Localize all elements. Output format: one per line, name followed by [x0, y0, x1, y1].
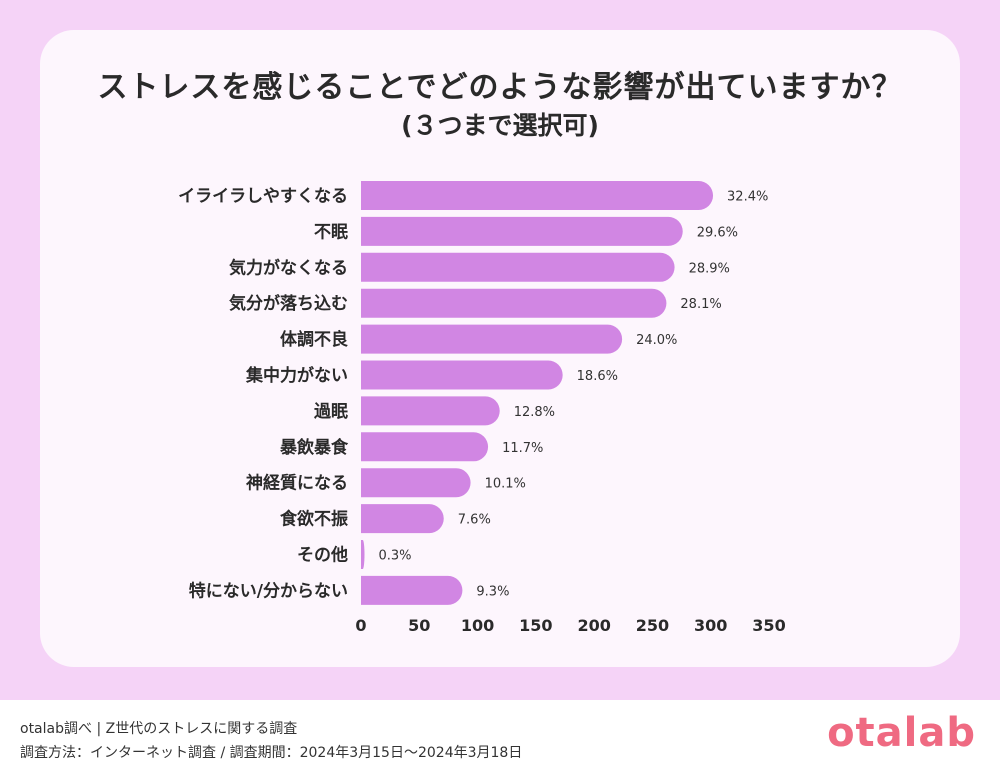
bar-2 — [361, 216, 683, 246]
x-tick-label: 250 — [636, 616, 669, 635]
bar-chart: イライラしやすくなる 32.4% 不眠 29.6% 気力がなくなる 28.9% 気分が落ち込… — [178, 181, 786, 635]
bar-6 — [361, 360, 563, 390]
bar-9 — [361, 468, 471, 498]
bar-4 — [361, 288, 667, 318]
bar-12 — [361, 575, 463, 605]
chart-title: ストレスを感じることでどのような影響が出ていますか？ — [97, 70, 903, 105]
category-label: 暴飲暴食 — [279, 437, 349, 458]
value-label: 9.3% — [476, 584, 509, 599]
value-label: 18.6% — [577, 369, 618, 384]
footer-source: otalab調べ | Z世代のストレスに関する調査 — [20, 721, 298, 737]
category-label: 食欲不振 — [280, 509, 348, 530]
category-label: その他 — [297, 545, 348, 566]
category-label: 体調不良 — [280, 329, 348, 350]
category-label: 特にない/分からない — [189, 580, 348, 601]
value-label: 29.6% — [697, 225, 738, 240]
bar-1 — [361, 181, 714, 210]
value-label: 12.8% — [514, 405, 555, 420]
chart-subtitle: (３つまで選択可) — [401, 111, 599, 140]
bar-11 — [361, 540, 365, 569]
footer: otalab調べ | Z世代のストレスに関する調査 調査方法：インターネット調査… — [0, 700, 1000, 770]
value-label: 28.1% — [680, 297, 721, 312]
x-tick-label: 50 — [408, 616, 430, 635]
bar-10 — [361, 504, 444, 534]
bar-3 — [361, 252, 675, 282]
category-label: 気力がなくなる — [228, 257, 348, 278]
category-label: 過眠 — [314, 402, 348, 422]
value-label: 28.9% — [689, 261, 730, 276]
value-label: 10.1% — [485, 477, 526, 492]
x-tick-label: 100 — [461, 616, 494, 635]
bar-5 — [361, 324, 623, 354]
x-tick-label: 300 — [694, 616, 727, 635]
category-label: 集中力がない — [245, 365, 348, 386]
category-label: 気分が落ち込む — [228, 293, 348, 314]
x-tick-label: 150 — [519, 616, 552, 635]
bar-8 — [361, 432, 489, 462]
otalab-logo: otalab — [827, 710, 976, 756]
category-label: 不眠 — [314, 222, 348, 242]
value-label: 24.0% — [636, 333, 677, 348]
value-label: 7.6% — [458, 513, 491, 528]
value-label: 0.3% — [378, 549, 411, 564]
x-tick-label: 350 — [752, 616, 785, 635]
bar-7 — [361, 396, 500, 426]
category-label: 神経質になる — [246, 473, 348, 494]
value-label: 11.7% — [502, 441, 543, 456]
value-label: 32.4% — [727, 190, 768, 205]
footer-method: 調査方法：インターネット調査 / 調査期間：2024年3月15日〜2024年3月… — [20, 745, 523, 761]
category-label: イライラしやすくなる — [178, 187, 348, 207]
x-tick-label: 0 — [355, 616, 366, 635]
x-tick-label: 200 — [577, 616, 610, 635]
